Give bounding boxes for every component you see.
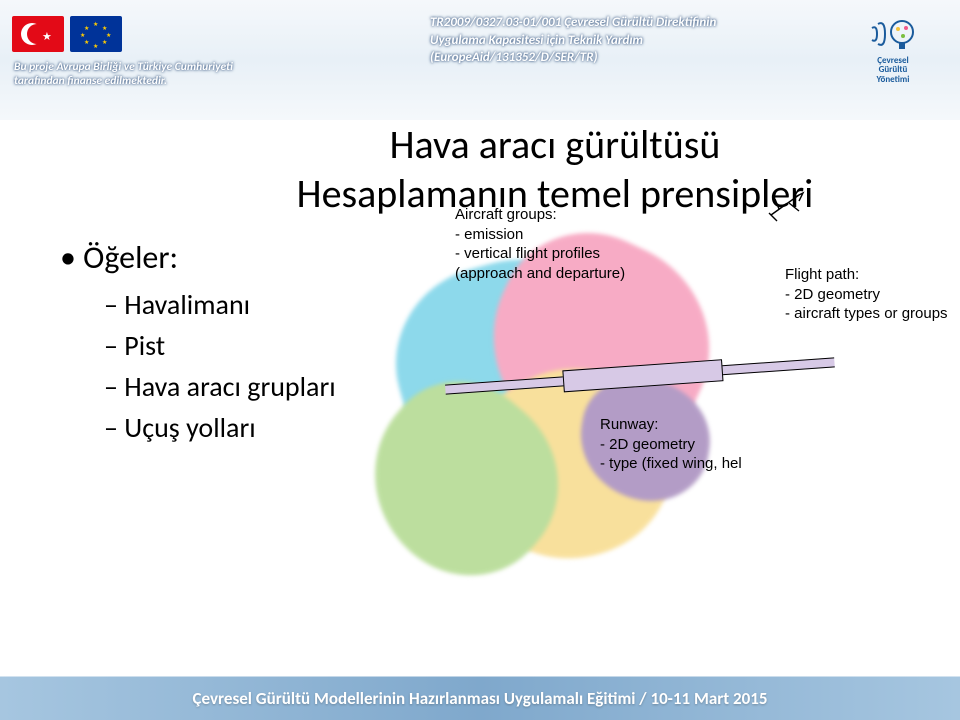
diagram-runway-label: Runway: - 2D geometry - type (fixed wing…	[600, 415, 820, 474]
turkey-flag-icon: ★	[12, 16, 64, 52]
eu-flag-icon: ★ ★ ★ ★ ★ ★ ★ ★	[70, 16, 122, 52]
ag-title: Aircraft groups:	[455, 206, 557, 223]
ag-l3: (approach and departure)	[455, 265, 625, 282]
ag-l2: - vertical flight profiles	[455, 245, 600, 262]
sound-bulb-icon	[870, 14, 916, 54]
footer-text: Çevresel Gürültü Modellerinin Hazırlanma…	[193, 688, 768, 709]
project-line3: (EuropeAid/131352/D/SER/TR)	[430, 50, 598, 65]
project-line2: Uygulama Kapasitesi için Teknik Yardım	[430, 33, 643, 48]
slide-header: ★ ★ ★ ★ ★ ★ ★ ★ ★ Bu proje Avrupa Birliğ…	[0, 0, 960, 120]
funding-note-line1: Bu proje Avrupa Birliği ve Türkiye Cumhu…	[14, 60, 233, 74]
fp-title: Flight path:	[785, 266, 859, 283]
fp-l2: - aircraft types or groups	[785, 305, 948, 322]
ag-l1: - emission	[455, 226, 523, 243]
rw-title: Runway:	[600, 416, 658, 433]
project-code: TR2009/0327.03-01/001 Çevresel Gürültü D…	[430, 15, 716, 30]
funding-note-line2: tarafından finanse edilmektedir.	[14, 74, 167, 88]
title-line1: Hava aracı gürültüsü	[180, 120, 930, 169]
fp-l1: - 2D geometry	[785, 286, 880, 303]
diagram-flight-path-label: Flight path: - 2D geometry - aircraft ty…	[785, 265, 960, 324]
rw-l2: - type (fixed wing, hel	[600, 455, 742, 472]
runway-shape	[445, 351, 836, 402]
airplane-icon	[765, 185, 809, 234]
diagram-aircraft-groups-label: Aircraft groups: - emission - vertical f…	[455, 205, 665, 283]
logo-line3: Yönetimi	[838, 75, 948, 84]
runway-diagram: Aircraft groups: - emission - vertical f…	[455, 205, 935, 465]
funding-note: Bu proje Avrupa Birliği ve Türkiye Cumhu…	[14, 60, 274, 89]
rw-l1: - 2D geometry	[600, 436, 695, 453]
slide-title: Hava aracı gürültüsü Hesaplamanın temel …	[180, 120, 930, 218]
noise-mgmt-logo: Çevresel Gürültü Yönetimi	[838, 14, 948, 84]
slide-footer: Çevresel Gürültü Modellerinin Hazırlanma…	[0, 676, 960, 720]
project-reference: TR2009/0327.03-01/001 Çevresel Gürültü D…	[430, 14, 810, 67]
